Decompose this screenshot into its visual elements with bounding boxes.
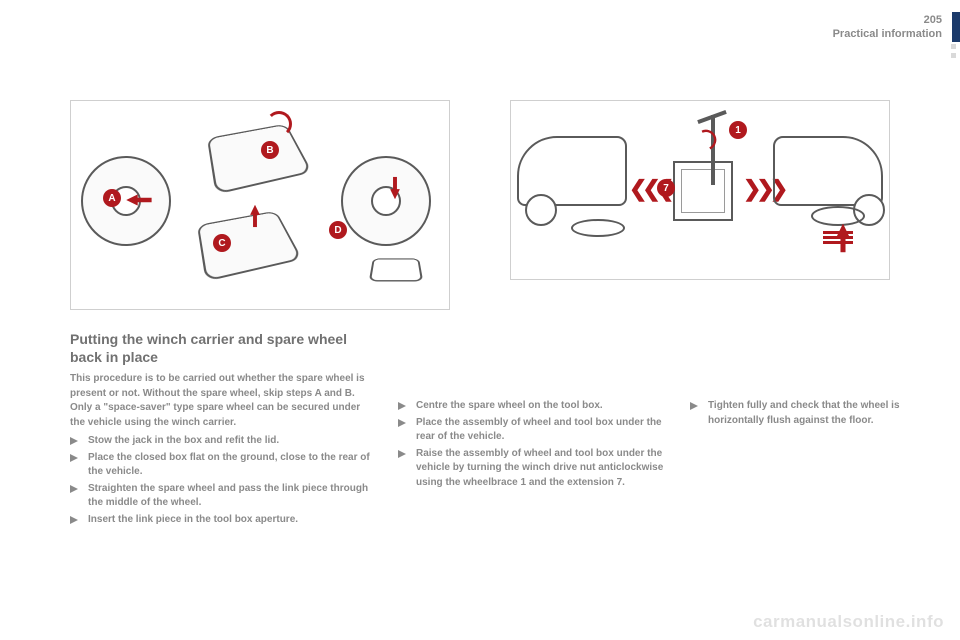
label-7: 7 bbox=[657, 179, 675, 197]
list-item: Stow the jack in the box and refit the l… bbox=[70, 434, 375, 449]
label-a: A bbox=[103, 189, 121, 207]
text-column-2: Centre the spare wheel on the tool box. … bbox=[398, 395, 678, 492]
wheel-left-illustration bbox=[81, 156, 171, 246]
wheelbrace-vertical bbox=[711, 115, 715, 185]
toolbox-under-wheel bbox=[369, 258, 423, 281]
arrow-curve-b bbox=[266, 111, 292, 137]
label-1: 1 bbox=[729, 121, 747, 139]
lift-stripes bbox=[823, 231, 853, 244]
side-markers bbox=[951, 44, 956, 58]
arrow-curve-jack bbox=[693, 127, 720, 154]
bullet-list-2: Centre the spare wheel on the tool box. … bbox=[398, 399, 678, 490]
label-c: C bbox=[213, 234, 231, 252]
subsection-heading: Putting the winch carrier and spare whee… bbox=[70, 330, 375, 366]
corner-accent bbox=[952, 12, 960, 42]
figure-wheel-toolbox: A B C D bbox=[70, 100, 450, 310]
list-item: Place the closed box flat on the ground,… bbox=[70, 451, 375, 480]
toolbox-top-illustration bbox=[207, 124, 313, 195]
list-item: Place the assembly of wheel and tool box… bbox=[398, 416, 678, 445]
grid-box-illustration bbox=[673, 161, 733, 221]
watermark: carmanualsonline.info bbox=[753, 612, 944, 632]
page-number: 205 bbox=[833, 14, 942, 26]
intro-paragraph: This procedure is to be carried out whet… bbox=[70, 372, 375, 430]
list-item: Straighten the spare wheel and pass the … bbox=[70, 482, 375, 511]
list-item: Raise the assembly of wheel and tool box… bbox=[398, 447, 678, 491]
label-d: D bbox=[329, 221, 347, 239]
page-header: 205 Practical information bbox=[833, 14, 942, 40]
wheel-on-ground-left bbox=[571, 219, 625, 237]
car-rear-left-illustration bbox=[517, 126, 637, 226]
wheel-under-car-right bbox=[811, 206, 865, 226]
label-b: B bbox=[261, 141, 279, 159]
list-item: Insert the link piece in the tool box ap… bbox=[70, 513, 375, 528]
list-item: Tighten fully and check that the wheel i… bbox=[690, 399, 940, 428]
text-column-1: Putting the winch carrier and spare whee… bbox=[70, 330, 375, 529]
bullet-list-1: Stow the jack in the box and refit the l… bbox=[70, 434, 375, 527]
wheel-right-illustration bbox=[341, 156, 431, 246]
text-column-3: Tighten fully and check that the wheel i… bbox=[690, 395, 940, 430]
figure-winch-under-vehicle: ❮❮❮ 1 7 ❯❯❯ bbox=[510, 100, 890, 280]
section-title: Practical information bbox=[833, 28, 942, 40]
bullet-list-3: Tighten fully and check that the wheel i… bbox=[690, 399, 940, 428]
list-item: Centre the spare wheel on the tool box. bbox=[398, 399, 678, 414]
